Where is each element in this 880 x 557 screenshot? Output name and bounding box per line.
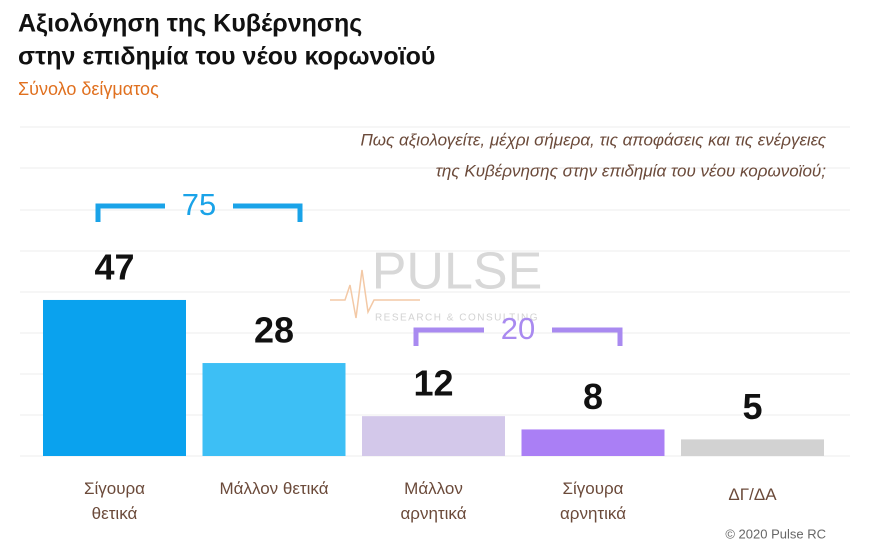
- copyright: © 2020 Pulse RC: [725, 526, 826, 541]
- bar: [202, 363, 346, 456]
- x-tick-label: Σίγουρα θετικά: [83, 479, 146, 523]
- x-tick-label: Σίγουρα αρνητικά: [559, 479, 627, 523]
- question: Πως αξιολογείτε, μέχρι σήμερα, τις αποφά…: [360, 130, 826, 149]
- watermark-icon: [330, 269, 420, 319]
- chart-title: Αξιολόγηση της Κυβέρνησης: [18, 10, 362, 38]
- bar: [521, 429, 665, 456]
- x-tick-label: Μάλλον θετικά: [219, 479, 329, 498]
- value-label: 47: [94, 246, 134, 287]
- bar: [362, 416, 505, 456]
- bracket-label: 75: [182, 187, 216, 222]
- question: της Κυβέρνησης στην επιδημία του νέου κο…: [436, 161, 827, 180]
- bracket: [95, 203, 303, 222]
- bar: [681, 439, 824, 456]
- watermark: RESEARCH & CONSULTING: [375, 313, 539, 324]
- value-label: 28: [254, 310, 294, 351]
- value-label: 8: [583, 376, 603, 417]
- x-tick-label: Μάλλον αρνητικά: [400, 479, 467, 523]
- watermark: PULSE: [372, 243, 543, 301]
- bracket: [413, 327, 623, 346]
- bracket-label: 20: [501, 311, 535, 346]
- chart-title: στην επιδημία του νέου κορωνοϊού: [18, 43, 435, 71]
- x-tick-label: ΔΓ/ΔΑ: [728, 485, 777, 504]
- chart-subtitle: Σύνολο δείγματος: [18, 79, 159, 99]
- value-label: 5: [742, 386, 762, 427]
- bar: [43, 299, 186, 456]
- value-label: 12: [413, 363, 453, 404]
